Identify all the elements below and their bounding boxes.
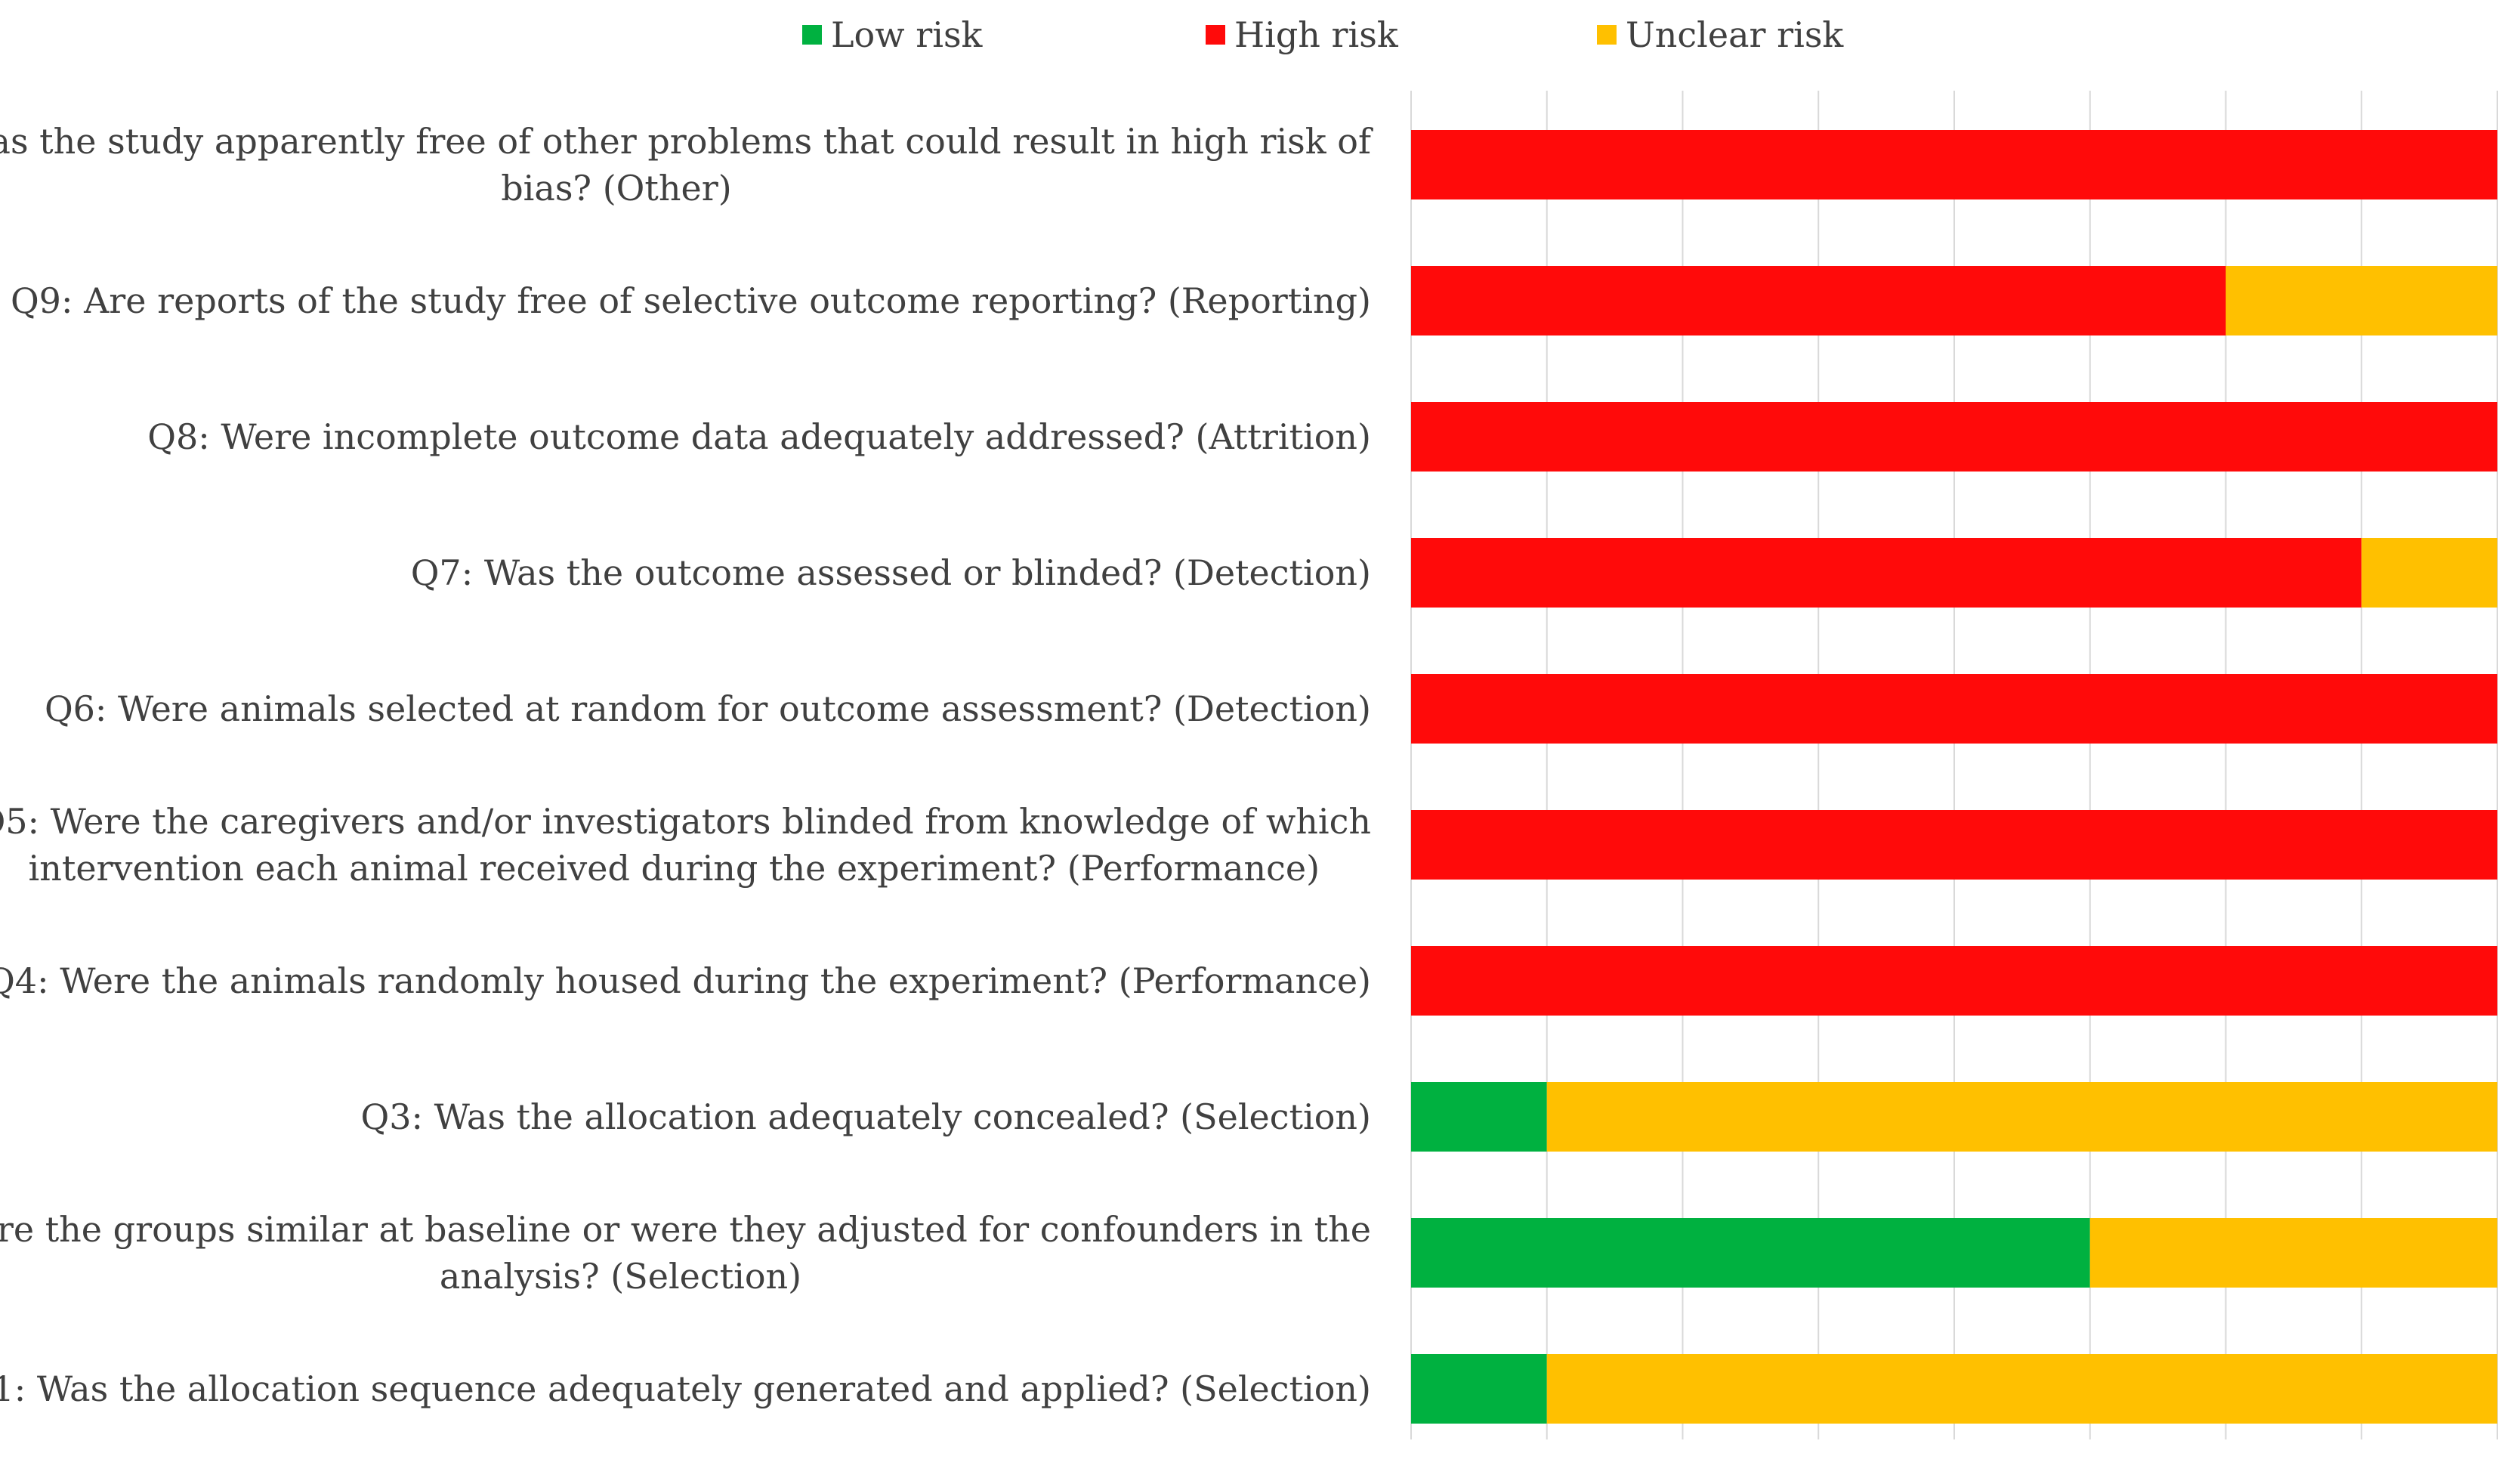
bar-segment-low xyxy=(1411,1218,2090,1288)
category-labels: Q10: Was the study apparently free of ot… xyxy=(0,121,1373,1409)
category-label: analysis? (Selection) xyxy=(440,1256,801,1297)
category-label: Q10: Was the study apparently free of ot… xyxy=(0,121,1373,162)
category-label: Q8: Were incomplete outcome data adequat… xyxy=(147,416,1371,457)
category-label: Q3: Was the allocation adequately concea… xyxy=(361,1096,1371,1137)
bar-segment-unclear xyxy=(2225,266,2497,335)
bar-segment-high xyxy=(1411,538,2362,608)
legend-swatch-unclear xyxy=(1597,25,1617,45)
legend-label-low: Low risk xyxy=(831,14,984,55)
category-label: Q9: Are reports of the study free of sel… xyxy=(11,280,1371,321)
category-label: Q2: Were the groups similar at baseline … xyxy=(0,1209,1371,1250)
category-label: Q4: Were the animals randomly housed dur… xyxy=(0,960,1371,1001)
category-label: intervention each animal received during… xyxy=(29,848,1320,889)
legend-label-unclear: Unclear risk xyxy=(1626,14,1844,55)
bar-segment-high xyxy=(1411,810,2497,880)
category-label: Q1: Was the allocation sequence adequate… xyxy=(0,1368,1371,1409)
legend-swatch-low xyxy=(802,25,822,45)
category-label: bias? (Other) xyxy=(501,168,731,209)
category-label: Q7: Was the outcome assessed or blinded?… xyxy=(411,552,1371,593)
legend: Low risk High risk Unclear risk xyxy=(802,14,1844,55)
bar-segment-high xyxy=(1411,674,2497,744)
bar-segment-high xyxy=(1411,266,2226,335)
bar-segment-unclear xyxy=(1546,1082,2497,1152)
category-label: Q6: Were animals selected at random for … xyxy=(45,688,1371,729)
category-label: Q5: Were the caregivers and/or investiga… xyxy=(0,801,1371,842)
legend-label-high: High risk xyxy=(1234,14,1399,55)
bar-segment-unclear xyxy=(1546,1354,2497,1424)
bar-segment-unclear xyxy=(2089,1218,2497,1288)
bars xyxy=(1411,130,2497,1424)
bar-segment-unclear xyxy=(2361,538,2497,608)
bar-segment-high xyxy=(1411,402,2497,472)
bar-segment-low xyxy=(1411,1354,1547,1424)
bar-segment-high xyxy=(1411,946,2497,1016)
legend-swatch-high xyxy=(1206,25,1225,45)
bar-segment-high xyxy=(1411,130,2497,199)
bar-segment-low xyxy=(1411,1082,1547,1152)
